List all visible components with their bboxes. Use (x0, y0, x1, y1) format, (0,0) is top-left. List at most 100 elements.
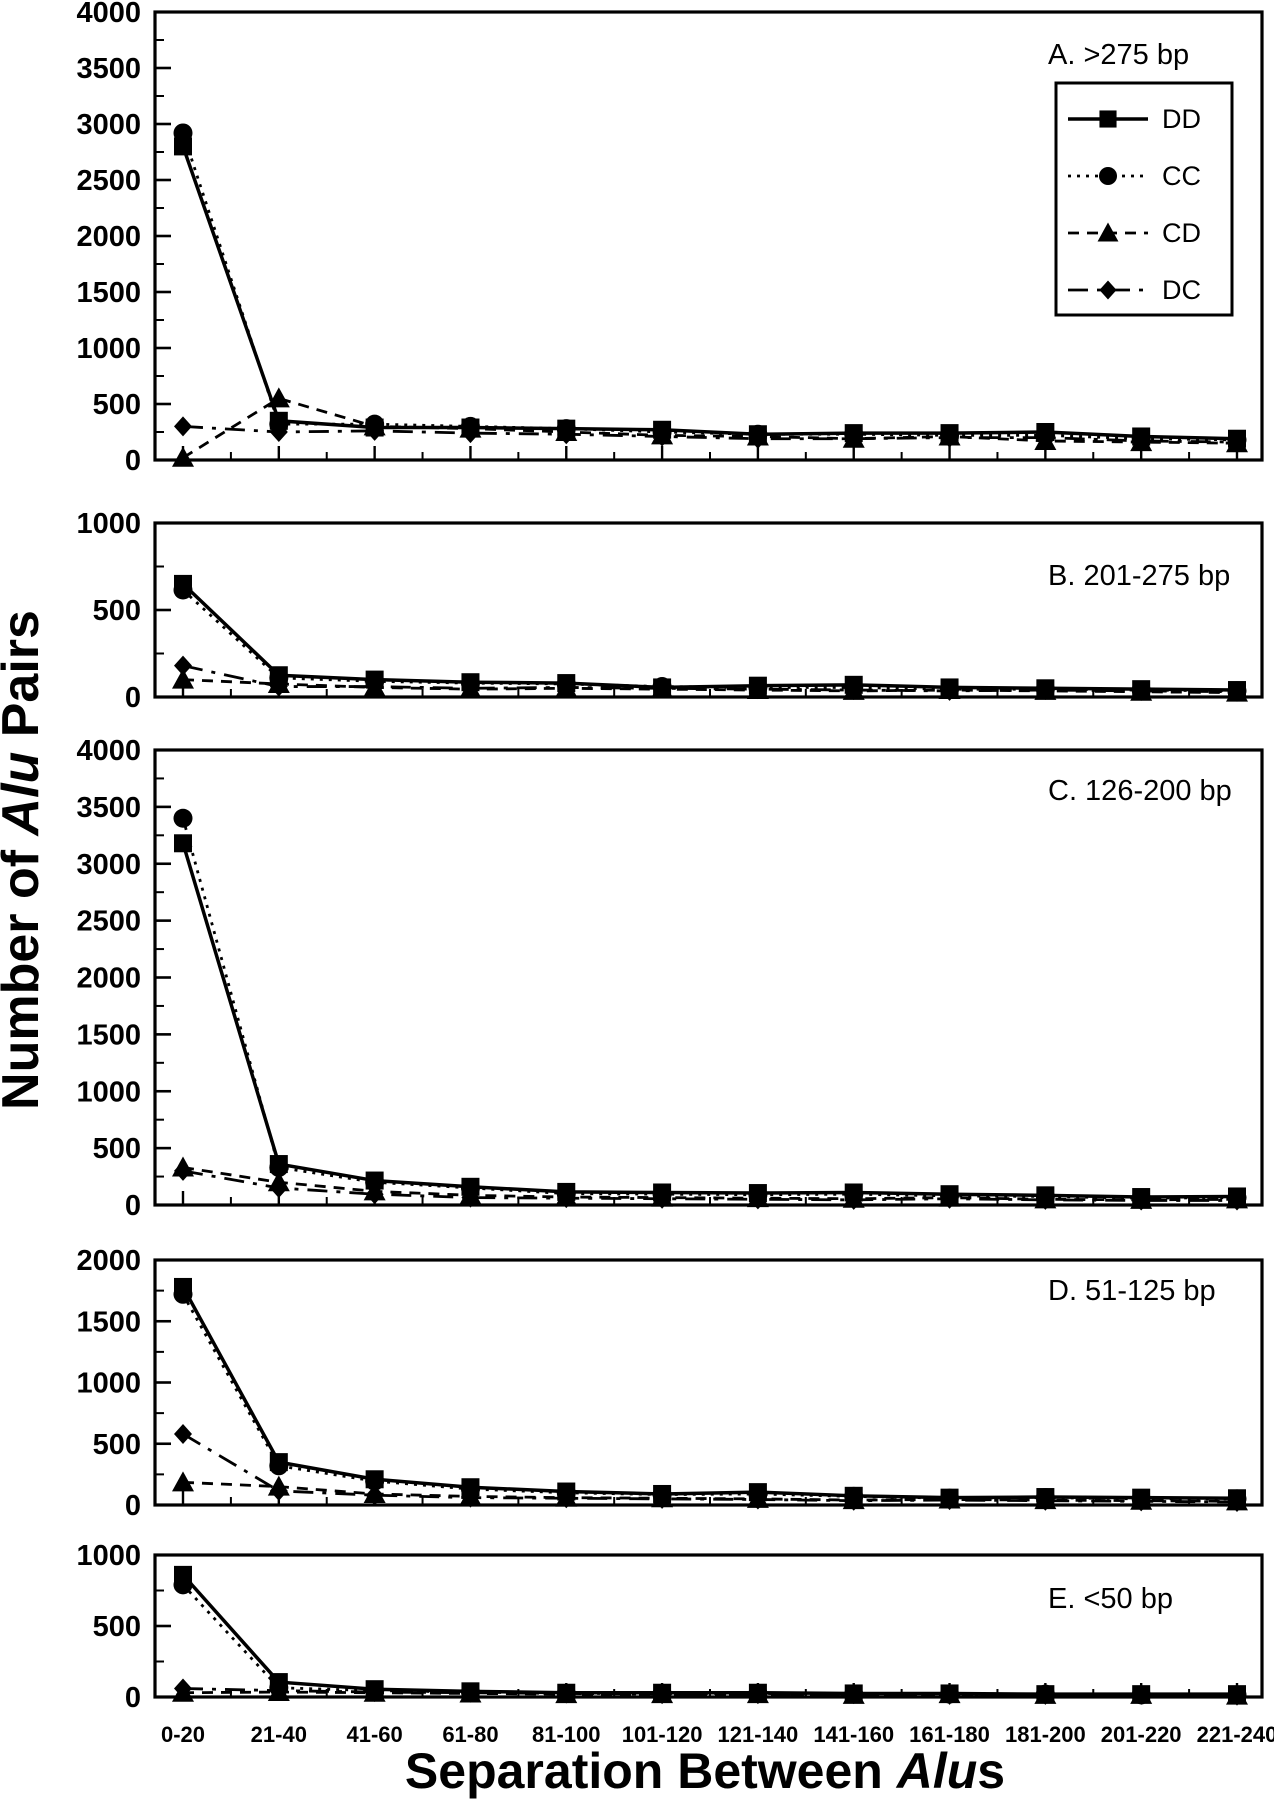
diamond-marker (461, 678, 480, 699)
triangle-marker (1097, 222, 1119, 242)
diamond-marker (653, 1488, 672, 1509)
legend-item-dd: DD (1068, 104, 1201, 134)
y-tick-label: 500 (93, 389, 141, 421)
panels-layer: 0 500 1000 1500 2000 2500 3000 3500 4000 A. >275 … (76, 0, 1264, 1714)
series-line-cc (181, 1293, 1237, 1501)
triangle-marker (267, 387, 290, 408)
y-tick-label: 1000 (76, 508, 141, 540)
diamond-marker (174, 1678, 192, 1699)
series-markers-dd (174, 574, 1246, 700)
diamond-marker (557, 1188, 576, 1209)
square-marker (174, 834, 192, 853)
y-tick-label: 500 (93, 1429, 141, 1461)
x-category-label: 161-180 (909, 1722, 990, 1747)
diamond-marker (174, 1160, 192, 1181)
diamond-marker (557, 677, 576, 698)
y-tick-label: 3500 (76, 53, 141, 85)
panel-label: A. >275 bp (1048, 39, 1189, 71)
diamond-marker (748, 1189, 767, 1210)
diamond-marker (844, 1490, 863, 1511)
diamond-marker (653, 678, 672, 699)
diamond-marker (365, 1682, 384, 1703)
square-marker (1099, 110, 1117, 128)
diamond-marker (1132, 680, 1151, 701)
diamond-marker (1132, 1491, 1151, 1512)
y-tick-label: 1500 (76, 1019, 141, 1051)
diamond-marker (1132, 430, 1151, 451)
diamond-marker (1228, 1685, 1246, 1706)
diamond-marker (1228, 432, 1246, 453)
y-tick-label: 1000 (76, 1076, 141, 1108)
diamond-marker (365, 1485, 384, 1506)
diamond-marker (461, 423, 480, 444)
diamond-marker (748, 1684, 767, 1705)
panel-label: C. 126-200 bp (1048, 775, 1232, 807)
legend-item-label: DC (1162, 275, 1201, 305)
series-line-cd (182, 1166, 1238, 1202)
diamond-marker (1228, 1491, 1246, 1512)
diamond-marker (269, 1177, 288, 1198)
diamond-marker (940, 1188, 959, 1209)
series-line-cc (181, 817, 1238, 1200)
diamond-marker (653, 1188, 672, 1209)
x-category-labels: 0-20 21-40 41-60 61-80 81-100 101-120 121-140 1… (161, 1722, 1274, 1747)
diamond-marker (1036, 427, 1055, 448)
diamond-marker (940, 1490, 959, 1511)
diamond-marker (1132, 1190, 1151, 1211)
legend-item-dc: DC (1068, 275, 1201, 305)
diamond-marker (844, 1684, 863, 1705)
series-line-cc (182, 588, 1238, 693)
series-markers-cc (173, 580, 1247, 701)
circle-marker (173, 1284, 193, 1304)
series-line-dd (181, 1286, 1238, 1501)
panel-b: 0 500 1000 B. 201-275 bp (76, 508, 1264, 714)
diamond-marker (1036, 1189, 1055, 1210)
plot-border (153, 1553, 1264, 1699)
diamond-marker (1036, 680, 1055, 701)
circle-marker (173, 808, 193, 828)
circle-marker (173, 1575, 193, 1595)
y-tick-label: 3000 (76, 849, 141, 881)
circle-marker (173, 580, 193, 600)
series-markers-dd (174, 834, 1246, 1207)
x-category-label: 121-140 (718, 1722, 799, 1747)
series-markers-dc (174, 655, 1246, 702)
y-tick-label: 1500 (76, 277, 141, 309)
legend-border (1054, 81, 1234, 317)
circle-marker (365, 1471, 385, 1491)
series-markers-dd (174, 137, 1246, 448)
panel-d: 0 500 1000 1500 2000 D. 51-125 bp (76, 1245, 1264, 1522)
circle-marker (1098, 166, 1118, 186)
diamond-marker (365, 676, 384, 697)
diamond-marker (653, 1684, 672, 1705)
diamond-marker (461, 1487, 480, 1508)
y-tick-label: 2000 (76, 1245, 141, 1277)
x-category-label: 181-200 (1005, 1722, 1086, 1747)
y-tick-label: 0 (125, 1490, 141, 1522)
y-tick-label: 1000 (76, 1368, 141, 1400)
circle-marker (269, 1456, 289, 1476)
legend-item-cc: CC (1068, 161, 1201, 191)
y-tick-label: 3500 (76, 792, 141, 824)
series-line-cd (182, 396, 1238, 459)
plot-border (153, 748, 1264, 1207)
series-line-dc (182, 1169, 1237, 1202)
triangle-marker (172, 1471, 194, 1492)
y-tick-label: 1000 (76, 333, 141, 365)
diamond-marker (844, 1189, 863, 1210)
y-tick-label: 2500 (76, 906, 141, 938)
y-tick-label: 1000 (76, 1540, 141, 1572)
diamond-marker (365, 1184, 384, 1205)
series-line-dd (181, 842, 1238, 1199)
diamond-marker (557, 1488, 576, 1509)
y-axis-title: Number of Alu Pairs (0, 610, 50, 1110)
diamond-marker (1036, 1490, 1055, 1511)
diamond-marker (269, 422, 288, 442)
y-tick-label: 2000 (76, 221, 141, 253)
y-tick-label: 500 (93, 1133, 141, 1165)
series-line-dd (181, 582, 1238, 692)
panel-label: B. 201-275 bp (1048, 560, 1230, 592)
y-tick-label: 1500 (76, 1306, 141, 1338)
plot-border (153, 521, 1264, 699)
